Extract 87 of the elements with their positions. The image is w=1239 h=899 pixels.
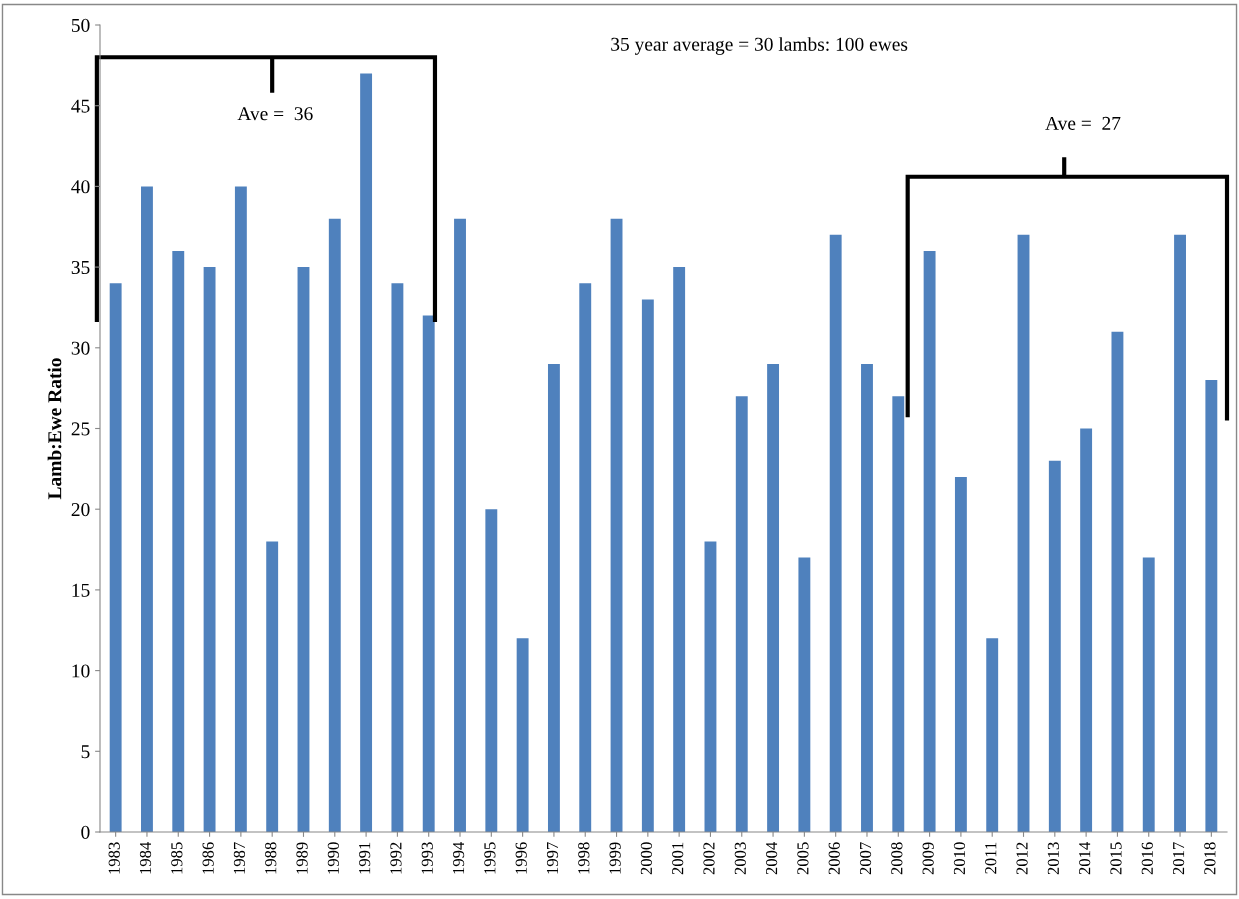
bar: [641, 299, 654, 832]
bar: [829, 234, 842, 832]
x-tick-label: 1997: [546, 842, 559, 874]
bar: [234, 186, 247, 832]
bar: [1174, 234, 1186, 832]
bar: [203, 267, 216, 832]
x-tick-label: 2010: [953, 842, 966, 875]
x-tick-label: 1986: [202, 842, 214, 874]
x-tick-label: 2006: [828, 842, 840, 875]
bar: [735, 396, 748, 832]
x-tick-label: 2015: [1110, 842, 1122, 875]
x-tick-label: 1984: [139, 841, 152, 874]
bar: [1017, 234, 1030, 832]
bar: [892, 396, 905, 832]
x-tick-label: 2002: [703, 842, 715, 875]
x-tick-label: 1991: [359, 842, 371, 874]
x-tick-label: 1987: [233, 842, 246, 874]
x-tick-label: 1985: [171, 842, 183, 874]
bar: [172, 250, 185, 832]
x-tick-label: 2001: [672, 842, 684, 875]
x-tick-label: 1998: [578, 842, 590, 874]
bar: [141, 186, 153, 832]
x-tick-label: 1993: [421, 842, 433, 874]
x-tick-label: 2011: [985, 842, 997, 874]
x-tick-label: 2013: [1047, 842, 1059, 875]
bar: [297, 267, 310, 832]
bar: [579, 283, 592, 832]
x-tick-label: 2007: [859, 842, 872, 875]
bar: [422, 315, 435, 832]
y-tick-label: 25: [71, 422, 90, 436]
y-axis-title: Lamb:Ewe Ratio: [47, 358, 62, 500]
bar: [1111, 331, 1124, 832]
bar: [954, 476, 967, 832]
y-tick-label: 20: [71, 503, 90, 517]
y-tick-label: 15: [72, 583, 90, 597]
x-tick-label: 2017: [1172, 842, 1185, 875]
x-tick-label: 1995: [484, 842, 496, 874]
bar: [109, 283, 122, 832]
x-tick-label: 2009: [922, 842, 934, 875]
bar: [360, 73, 373, 832]
x-tick-label: 2000: [640, 842, 653, 875]
x-tick-label: 2004: [765, 841, 778, 875]
y-tick-label: 35: [71, 260, 90, 275]
x-tick-label: 1992: [390, 842, 402, 874]
bar: [923, 250, 936, 832]
bar: [767, 363, 780, 832]
x-tick-label: 1983: [108, 842, 120, 874]
bar: [610, 218, 623, 832]
x-tick-label: 1988: [265, 842, 277, 874]
annotation: 35 year average = 30 lambs: 100 ewes: [611, 37, 908, 55]
x-tick-label: 1994: [452, 841, 465, 874]
bar: [454, 218, 466, 832]
bar: [266, 541, 279, 832]
bar: [516, 638, 529, 832]
y-tick-label: 0: [81, 825, 90, 839]
x-tick-label: 2012: [1016, 842, 1028, 875]
bar: [1205, 380, 1218, 832]
x-tick-label: 2008: [891, 842, 903, 875]
bar: [391, 283, 404, 832]
x-tick-label: 2018: [1204, 842, 1216, 875]
x-tick-label: 1989: [296, 842, 308, 874]
annotation: Ave = 36: [237, 107, 313, 121]
bar: [704, 541, 717, 832]
bar: [861, 363, 873, 832]
bar: [1080, 428, 1093, 832]
y-tick-label: 30: [71, 341, 90, 355]
bar: [485, 509, 498, 832]
y-tick-label: 40: [71, 180, 90, 194]
y-tick-label: 5: [81, 745, 90, 759]
bar: [328, 218, 341, 832]
y-tick-label: 50: [71, 18, 90, 32]
bar: [1142, 557, 1155, 832]
x-tick-label: 1999: [609, 842, 621, 874]
y-tick-label: 10: [72, 664, 90, 678]
x-tick-label: 1996: [515, 842, 527, 874]
x-tick-label: 2003: [734, 842, 746, 875]
bar: [798, 557, 811, 832]
x-tick-label: 1990: [327, 842, 339, 874]
bar: [1048, 460, 1061, 832]
x-tick-label: 2016: [1141, 842, 1153, 875]
bar: [547, 363, 560, 832]
annotation: Ave = 27: [1045, 116, 1121, 130]
bar: [673, 267, 686, 832]
x-tick-label: 2014: [1079, 841, 1091, 875]
x-tick-label: 2005: [797, 842, 809, 875]
y-tick-label: 45: [71, 99, 90, 113]
bar: [986, 638, 999, 832]
